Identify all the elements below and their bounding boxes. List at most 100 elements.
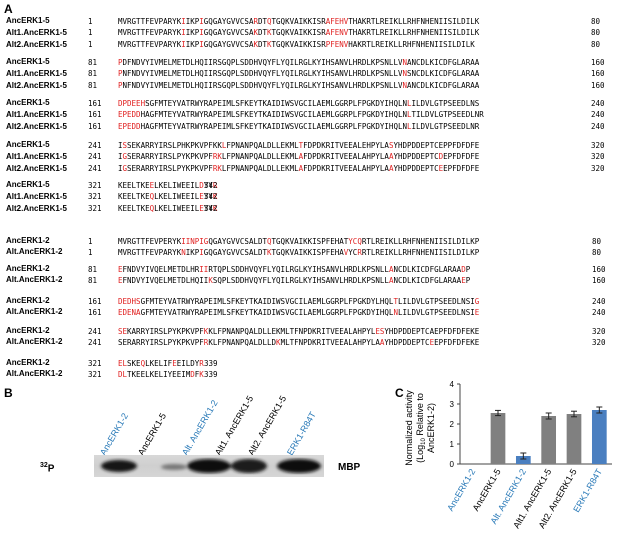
sequence-start-position: 321 [88, 192, 102, 202]
substitution-residue: K [212, 192, 218, 202]
sequence-name: Alt.AncERK1-2 [6, 369, 63, 379]
sequence-name: Alt2.AncERK1-5 [6, 203, 67, 213]
sequence-end-position: 80 [592, 247, 602, 257]
y-tick-label: 4 [450, 380, 455, 389]
substitution-residue: E [461, 275, 466, 285]
substitution-residue: T [393, 296, 398, 306]
sequence-end-position: 160 [591, 57, 605, 67]
blot-lane-label: AncERK1-2 [98, 411, 131, 457]
sequence-name: Alt1.AncERK1-5 [6, 191, 67, 201]
sequence-name: Alt2.AncERK1-5 [6, 80, 67, 90]
substitution-residue: A [298, 152, 304, 162]
sequence-start-position: 81 [88, 57, 98, 67]
sequence-name: AncERK1-5 [6, 140, 50, 149]
sequence-end-position: 320 [591, 152, 605, 162]
sequence-start-position: 241 [88, 337, 102, 347]
substitution-residue: K [276, 337, 281, 347]
sequence-text: MVRGTTFEVPARYKNIKPIGQGAYGVVCSALDTKTGQKVA… [118, 247, 480, 257]
sequence-start-position: 81 [88, 81, 98, 91]
substitution-residue: K [267, 28, 272, 38]
sequence-end-position: 160 [591, 69, 605, 79]
blot-bands-svg [101, 459, 321, 473]
substitution-residue: G [122, 152, 128, 162]
substitution-residue: EL [118, 358, 128, 368]
sequence-start-position: 321 [88, 358, 102, 368]
sequence-text: PNFNDVYIVMELMETDLHQIIRSGQPLSDDHVQYFLYQIL… [118, 69, 480, 79]
sequence-start-position: 1 [88, 236, 93, 246]
substitution-residue: A [379, 337, 385, 347]
substitution-residue: I [181, 40, 186, 50]
substitution-residue: K [208, 275, 213, 285]
blot-image [94, 455, 324, 477]
sequence-text: DLTKEELKELIYEEIMDFK [118, 369, 204, 379]
substitution-residue: K [267, 40, 272, 50]
substitution-residue: D [461, 264, 466, 274]
sequence-name: Alt2.AncERK1-5 [6, 121, 67, 131]
sequence-start-position: 321 [88, 369, 102, 379]
blot-lane-label: ERK1-R84T [285, 409, 318, 457]
sequence-text: EFNDVYIVQELMETDLHQIIKSQPLSDDHVQYFLYQILRG… [118, 275, 471, 285]
substitution-residue: D [438, 152, 444, 162]
substitution-residue: P [118, 81, 123, 91]
sequence-start-position: 81 [88, 275, 98, 285]
sequence-text: ISSEKARRYIRSLPHKPKVPFKKLFPNANPQALDLLEKML… [118, 140, 480, 150]
substitution-residue: Q [149, 204, 155, 214]
y-tick-label: 3 [450, 400, 455, 409]
substitution-residue: L [407, 98, 412, 108]
substitution-residue: ES [375, 326, 385, 336]
sequence-end-position: 339 [204, 369, 218, 379]
substitution-residue: R [203, 337, 209, 347]
sequence-name: AncERK1-2 [6, 358, 50, 367]
substitution-residue: PFENV [325, 40, 349, 50]
sequence-start-position: 321 [88, 180, 102, 190]
substitution-residue: RK [212, 164, 222, 174]
substitution-residue: Q [267, 16, 272, 26]
substrate-label: MBP [338, 462, 361, 473]
sequence-end-position: 240 [591, 98, 605, 108]
sequence-end-position: 342 [204, 180, 218, 190]
bar [591, 410, 607, 464]
substitution-residue: L [221, 140, 227, 150]
sequence-end-position: 160 [591, 81, 605, 91]
substitution-residue: K [253, 40, 258, 50]
sequence-start-position: 81 [88, 264, 98, 274]
substitution-residue: V [343, 16, 349, 26]
substitution-residue: E [199, 192, 204, 202]
sequence-name: AncERK1-5 [6, 98, 50, 107]
substitution-residue: E [438, 164, 444, 174]
substitution-residue: K [253, 28, 258, 38]
substitution-residue: E [429, 337, 435, 347]
substitution-residue: K [203, 326, 209, 336]
sequence-text: MVRGTTFEVPARYKIIKPIGQGAYGVVCSAKDTKTGQKVA… [118, 40, 475, 50]
sequence-text: IGSERARRYIRSLPYKPKVPFRKLFPNANPQALDLLEKML… [118, 164, 480, 174]
sequence-start-position: 161 [88, 110, 102, 120]
sequence-name: Alt2.AncERK1-5 [6, 39, 67, 49]
substitution-residue: Q [140, 358, 146, 368]
substitution-residue: D [190, 369, 195, 379]
isotope-label: 32P [40, 462, 55, 475]
substitution-residue: S [122, 140, 128, 150]
sequence-end-position: 80 [591, 16, 601, 26]
substitution-residue: P [118, 69, 123, 79]
substitution-residue: K [267, 247, 272, 257]
substitution-residue: Q [267, 236, 272, 246]
sequence-end-position: 160 [592, 275, 606, 285]
sequence-text: MVRGTTFEVPARYKIIKPIGQGAYGVVCSARDTQTGQKVA… [118, 16, 480, 26]
substitution-residue: N [402, 57, 407, 67]
sequence-end-position: 240 [591, 122, 605, 132]
sequence-name: Alt1.AncERK1-5 [6, 151, 67, 161]
substitution-residue: L [407, 110, 412, 120]
band-alt1-ancerk1-5 [187, 459, 231, 473]
substitution-residue: EPEDD [118, 110, 141, 120]
substitution-residue: DL [118, 369, 128, 379]
substitution-residue: IINPIG [181, 236, 209, 246]
substitution-residue: A [388, 152, 394, 162]
substitution-residue: E [149, 180, 155, 190]
sequence-text: MVRGTTFEVPARYKIIKPIGQGAYGVVCSAKDTKTGQKVA… [118, 28, 480, 38]
substitution-residue: N [402, 69, 407, 79]
blot-lane-label: AncERK1-5 [136, 411, 169, 457]
bar [515, 456, 531, 464]
substitution-residue: V [343, 28, 349, 38]
bar [541, 416, 557, 464]
sequence-end-position: 240 [591, 110, 605, 120]
